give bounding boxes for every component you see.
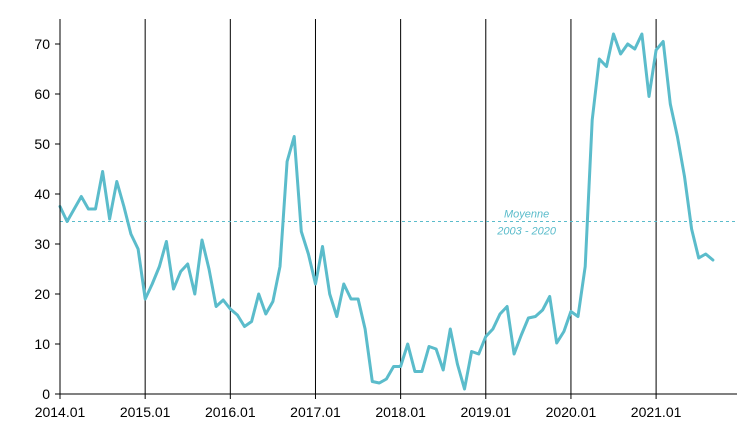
year-separator-lines: [144, 19, 657, 394]
x-tick-label: 2019.01: [460, 404, 511, 420]
series-line: [58, 32, 715, 391]
y-axis-ticks: 0 10 20 30 40 50 60 70: [34, 36, 60, 402]
average-label-line1: Moyenne: [504, 209, 549, 221]
x-tick-label: 2021.01: [631, 404, 682, 420]
y-tick-label: 20: [34, 286, 50, 302]
y-tick-label: 10: [34, 336, 50, 352]
y-tick-label: 60: [34, 86, 50, 102]
y-tick-label: 50: [34, 136, 50, 152]
y-tick-label: 30: [34, 236, 50, 252]
x-tick-label: 2017.01: [290, 404, 341, 420]
x-tick-label: 2014.01: [35, 404, 86, 420]
y-tick-label: 40: [34, 186, 50, 202]
average-label-line2: 2003 - 2020: [496, 226, 557, 238]
x-tick-label: 2015.01: [120, 404, 171, 420]
x-tick-label: 2020.01: [546, 404, 597, 420]
x-tick-label: 2018.01: [375, 404, 426, 420]
x-axis-ticks: 2014.01 2015.01 2016.01 2017.01 2018.01 2019.…: [35, 394, 682, 420]
y-tick-label: 70: [34, 36, 50, 52]
x-tick-label: 2016.01: [205, 404, 256, 420]
y-tick-label: 0: [42, 386, 50, 402]
